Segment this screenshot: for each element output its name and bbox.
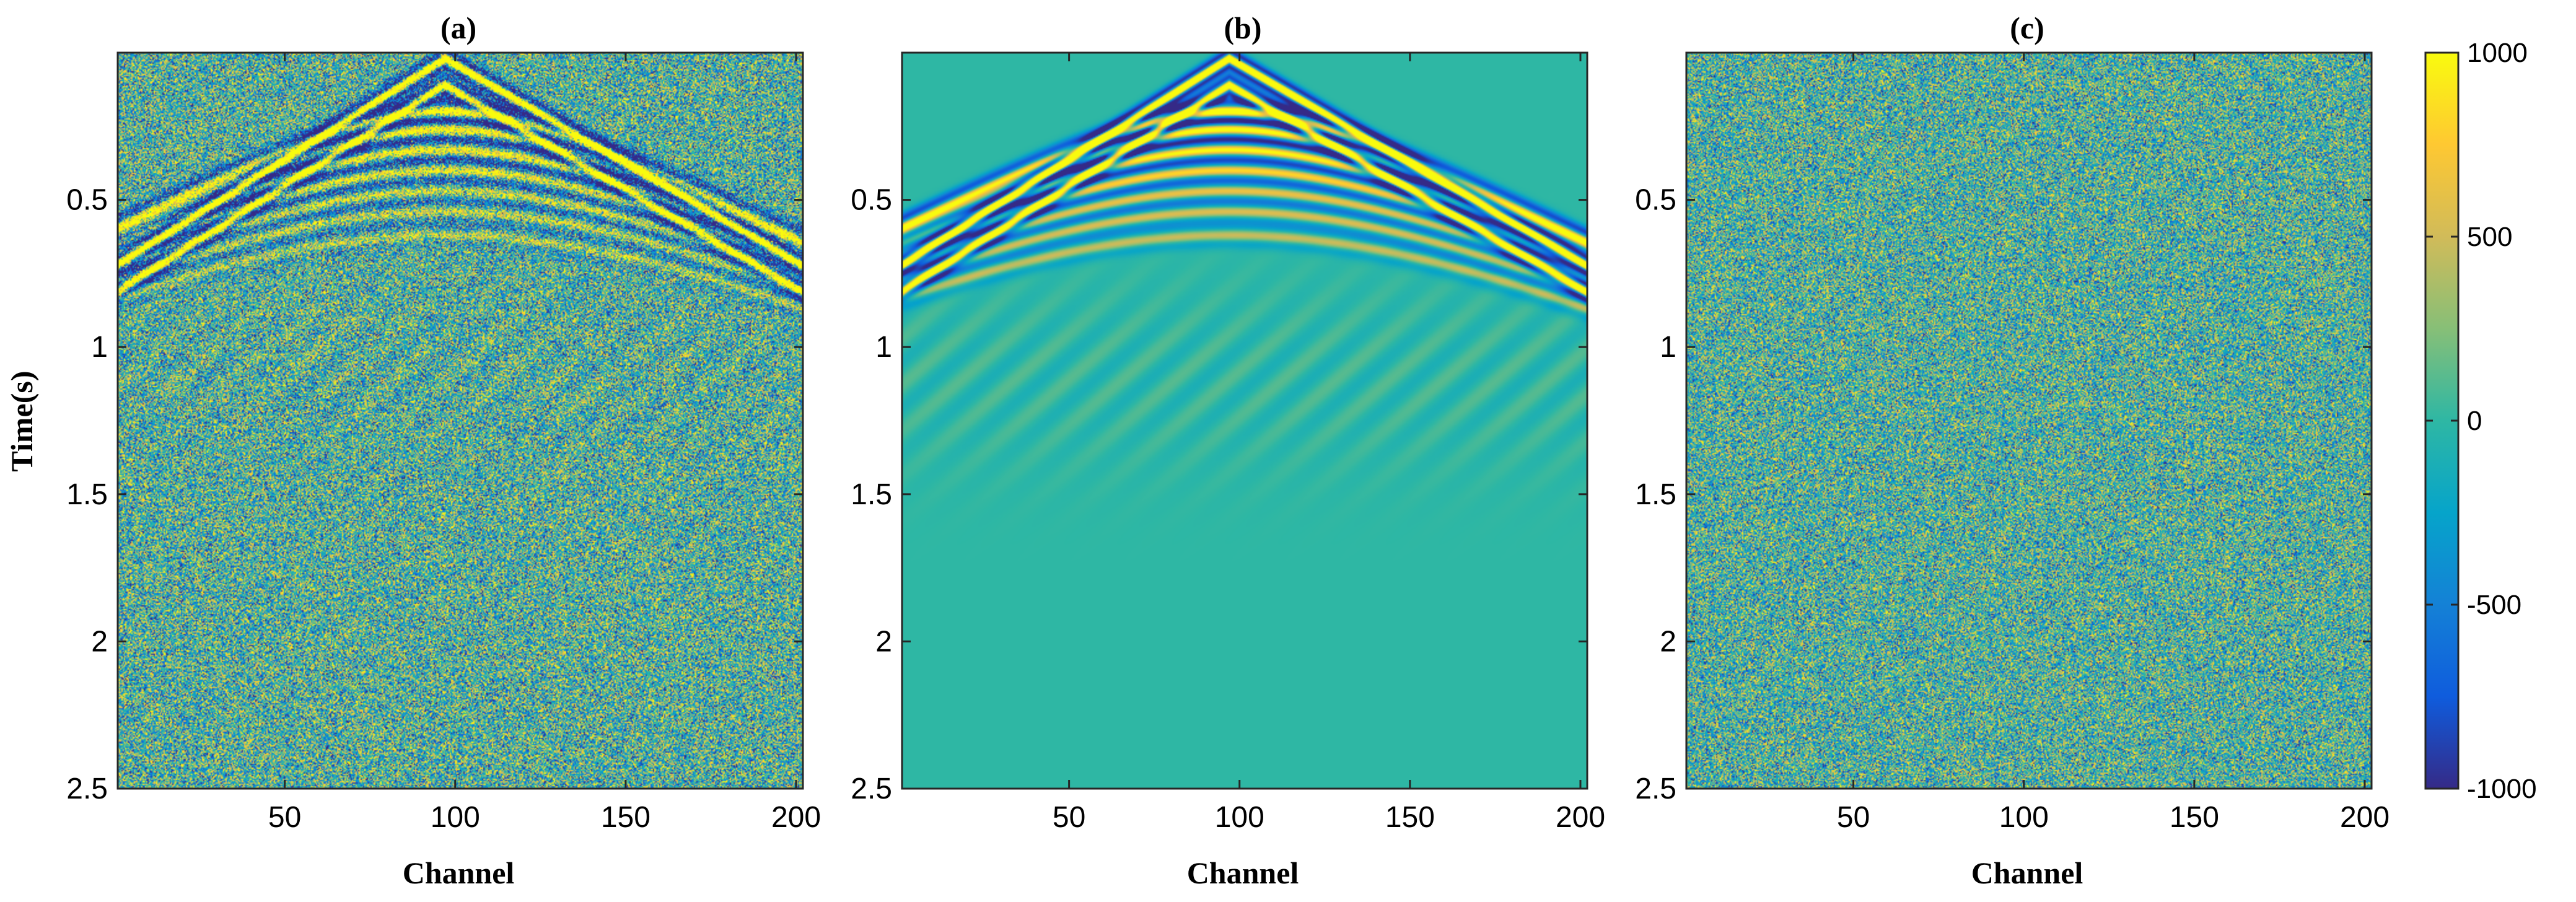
x-tick-label: 150 (1385, 801, 1435, 834)
panel-b: (b) 50 100 150 200 0.5 1 1.5 2 2.5 Channel (851, 11, 1605, 890)
colorbar-tick-label: 0 (2467, 406, 2482, 436)
panel-c-ticks: 50 100 150 200 0.5 1 1.5 2 2.5 (1635, 53, 2390, 834)
y-tick-label: 2 (91, 625, 108, 658)
panel-b-xlabel: Channel (1187, 856, 1299, 890)
y-tick-label: 2.5 (1635, 773, 1676, 805)
panel-a-heatmap (118, 53, 803, 789)
x-tick-label: 50 (1837, 801, 1870, 834)
colorbar-ticks: 1000 500 0 -500 -1000 (2425, 38, 2537, 804)
panel-c-xlabel: Channel (1971, 856, 2083, 890)
x-tick-label: 100 (1215, 801, 1264, 834)
panel-c-frame (1685, 51, 2373, 790)
y-tick-label: 2 (875, 625, 892, 658)
y-tick-label: 0.5 (1635, 184, 1676, 217)
panel-b-frame (901, 51, 1588, 790)
x-tick-label: 50 (1053, 801, 1085, 834)
colorbar-tick-label: -500 (2467, 590, 2521, 620)
y-tick-label: 2.5 (851, 773, 892, 805)
panel-a-ticks: 50 100 150 200 0.5 1 1.5 2 2.5 (66, 53, 821, 834)
panel-b-heatmap (902, 53, 1587, 789)
panel-b-ticks: 50 100 150 200 0.5 1 1.5 2 2.5 (851, 53, 1605, 834)
colorbar-tick-label: 500 (2467, 222, 2512, 252)
y-tick-label: 2.5 (66, 773, 108, 805)
x-tick-label: 100 (1999, 801, 2049, 834)
panel-a-ylabel: Time(s) (4, 371, 39, 472)
colorbar: 1000 500 0 -500 -1000 (2424, 38, 2537, 804)
panel-c-title: (c) (2010, 11, 2044, 45)
colorbar-tick-label: -1000 (2467, 774, 2537, 804)
panel-a: (a) 50 100 150 200 0.5 1 1.5 2 2.5 Channel Time(… (4, 11, 821, 890)
y-tick-label: 1.5 (1635, 478, 1676, 511)
y-tick-label: 0.5 (851, 184, 892, 217)
x-tick-label: 100 (431, 801, 480, 834)
y-tick-label: 0.5 (66, 184, 108, 217)
panel-a-xlabel: Channel (403, 856, 515, 890)
panel-a-frame (116, 51, 804, 790)
panel-c-heatmap (1686, 53, 2372, 789)
y-tick-label: 2 (1660, 625, 1676, 658)
x-tick-label: 150 (601, 801, 651, 834)
x-tick-label: 50 (268, 801, 301, 834)
x-tick-label: 200 (771, 801, 821, 834)
x-tick-label: 200 (2340, 801, 2390, 834)
x-tick-label: 150 (2170, 801, 2219, 834)
y-tick-label: 1.5 (66, 478, 108, 511)
y-tick-label: 1 (1660, 331, 1676, 364)
colorbar-tick-label: 1000 (2467, 38, 2528, 68)
x-tick-label: 200 (1556, 801, 1605, 834)
y-tick-label: 1 (875, 331, 892, 364)
y-tick-label: 1 (91, 331, 108, 364)
panel-a-title: (a) (440, 11, 476, 45)
panel-b-title: (b) (1224, 11, 1261, 45)
panel-c: (c) 50 100 150 200 0.5 1 1.5 2 2.5 Channel (1635, 11, 2390, 890)
y-tick-label: 1.5 (851, 478, 892, 511)
